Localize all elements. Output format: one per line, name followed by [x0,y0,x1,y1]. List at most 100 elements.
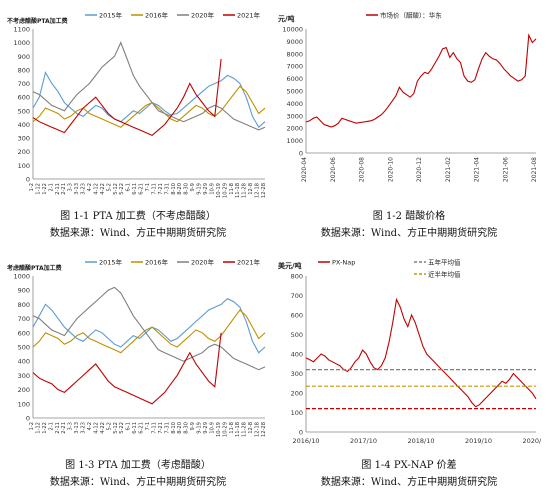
y-tick-label: 400 [291,351,303,359]
x-tick-label: 6-1 [126,183,132,191]
x-tick-label: 8-10 [171,422,177,434]
y-tick-label: 200 [18,148,30,156]
y-tick-label: 600 [18,329,30,337]
x-tick-label: 2-11 [55,422,61,434]
y-tick-label: 500 [291,331,303,339]
legend-label: 2020年 [191,258,215,267]
y-tick-label: 7000 [286,63,303,71]
x-tick-label: 2020-06 [330,157,337,182]
x-tick-label: 2019/10 [465,437,492,445]
x-tick-label: 1-12 [35,183,41,195]
legend-label: 2015年 [99,11,123,20]
x-tick-label: 4-12 [93,183,99,195]
x-tick-label: 9-9 [190,183,196,191]
x-tick-label: 12-28 [261,183,267,198]
legend-label: 市场价（醋酸）：华东 [380,11,442,20]
x-tick-label: 2018/10 [407,437,434,445]
x-tick-label: 9-19 [197,183,203,195]
y-tick-label: 700 [291,292,303,300]
x-tick-label: 3-23 [81,422,87,434]
y-tick-label: 200 [18,386,30,394]
chart-pta-fee-no-acetic: 0 100 200 300 400 500 600 700 800 900 1000 1100不考虑醋… [7,11,267,199]
y-tick-label: 700 [18,80,30,88]
x-tick-label: 6-11 [132,183,138,195]
x-tick-label: 6-21 [139,422,145,434]
legend-label: 2020年 [191,11,215,20]
series-line-2 [32,85,266,128]
x-tick-label: 5-22 [119,422,125,434]
y-tick-label: 800 [18,301,30,309]
x-tick-label: 2-1 [48,183,54,191]
y-tick-label: 400 [18,121,30,129]
legend-label: 2021年 [237,258,261,267]
series-line-2 [32,309,266,354]
chart-title: 考虑醋酸PTA加工费 [7,264,62,272]
legend-label: 2016年 [145,11,169,20]
x-tick-label: 1-2 [29,183,35,191]
x-tick-label: 5-22 [119,183,125,195]
y-tick-label: 100 [18,400,30,408]
y-tick-label: 3000 [286,112,303,120]
legend-label: 2021年 [237,11,261,20]
series-line-1 [305,33,537,128]
x-tick-label: 4-2 [87,422,93,430]
x-tick-label: 10-9 [209,422,215,434]
x-tick-label: 8-10 [171,183,177,195]
x-tick-label: 7-1 [145,422,151,430]
x-tick-label: 8-20 [177,183,183,195]
series-line-3 [32,286,266,371]
y-tick-label: 100 [291,409,303,417]
chart-panel-c2: 0 1000 2000 3000 4000 5000 6000 7000 8000 9000 100… [274,3,542,205]
x-tick-label: 7-21 [158,183,164,195]
x-tick-label: 8-30 [184,422,190,434]
legend-label: 近半年均值 [428,270,461,279]
x-tick-label: 10-29 [222,183,228,198]
x-tick-label: 11-28 [242,183,248,198]
chart-px-nap-spread: 0 100 200 300 400 500 600 700 800 美元/吨 2016/10 2017… [278,258,542,446]
x-tick-label: 8-30 [184,183,190,195]
series-line-1 [305,297,537,408]
source-c3: 数据来源：Wind、方正中期期货研究院 [49,477,227,488]
x-tick-label: 3-3 [68,422,74,430]
x-tick-label: 10-9 [209,183,215,195]
y-tick-label: 9000 [286,38,303,46]
x-tick-label: 9-19 [197,422,203,434]
y-axis-label: 美元/吨 [278,261,302,270]
x-tick-label: 4-22 [100,422,106,434]
y-tick-label: 0 [26,176,30,184]
y-tick-label: 0 [299,150,303,158]
x-tick-label: 6-1 [126,422,132,430]
caption-c1: 图 1-1 PTA 加工费（不考虑醋酸） [60,211,216,222]
x-tick-label: 10-29 [222,422,228,437]
x-tick-label: 12-18 [255,422,261,437]
chart-pta-fee-with-acetic: 0 100 200 300 400 500 600 700 800 900 1000考虑醋酸PTA加… [7,258,267,438]
x-tick-label: 4-2 [87,183,93,191]
y-tick-label: 300 [291,370,303,378]
y-tick-label: 900 [18,53,30,61]
x-tick-label: 2-21 [61,422,67,434]
x-tick-label: 1-12 [35,422,41,434]
y-tick-label: 10000 [282,26,303,34]
x-tick-label: 2020-12 [416,157,423,182]
x-tick-label: 2016/10 [292,437,319,445]
chart-panel-c1: 0 100 200 300 400 500 600 700 800 900 1000 1100 不考虑醋… [3,3,271,205]
series-line-3 [32,41,266,131]
legend-label: 五年平均值 [428,258,461,267]
x-tick-label: 2020-08 [359,157,366,182]
chart-panel-c4: 0 100 200 300 400 500 600 700 800 美元/吨 2016/10 2017… [274,250,542,452]
y-tick-label: 500 [18,107,30,115]
y-tick-label: 5000 [286,88,303,96]
y-tick-label: 600 [18,94,30,102]
x-tick-label: 9-29 [203,422,209,434]
y-tick-label: 900 [18,287,30,295]
x-tick-label: 1-22 [42,422,48,434]
chart-acetic-price: 0 1000 2000 3000 4000 5000 6000 7000 8000 9000 100… [278,11,538,183]
x-tick-label: 3-13 [74,422,80,434]
x-tick-label: 5-12 [113,183,119,195]
series-line-4 [32,58,222,137]
x-tick-label: 7-31 [164,183,170,195]
x-tick-label: 10-19 [216,183,222,198]
y-tick-label: 4000 [286,100,303,108]
source-c1: 数据来源：Wind、方正中期期货研究院 [49,228,227,239]
x-tick-label: 6-11 [132,422,138,434]
